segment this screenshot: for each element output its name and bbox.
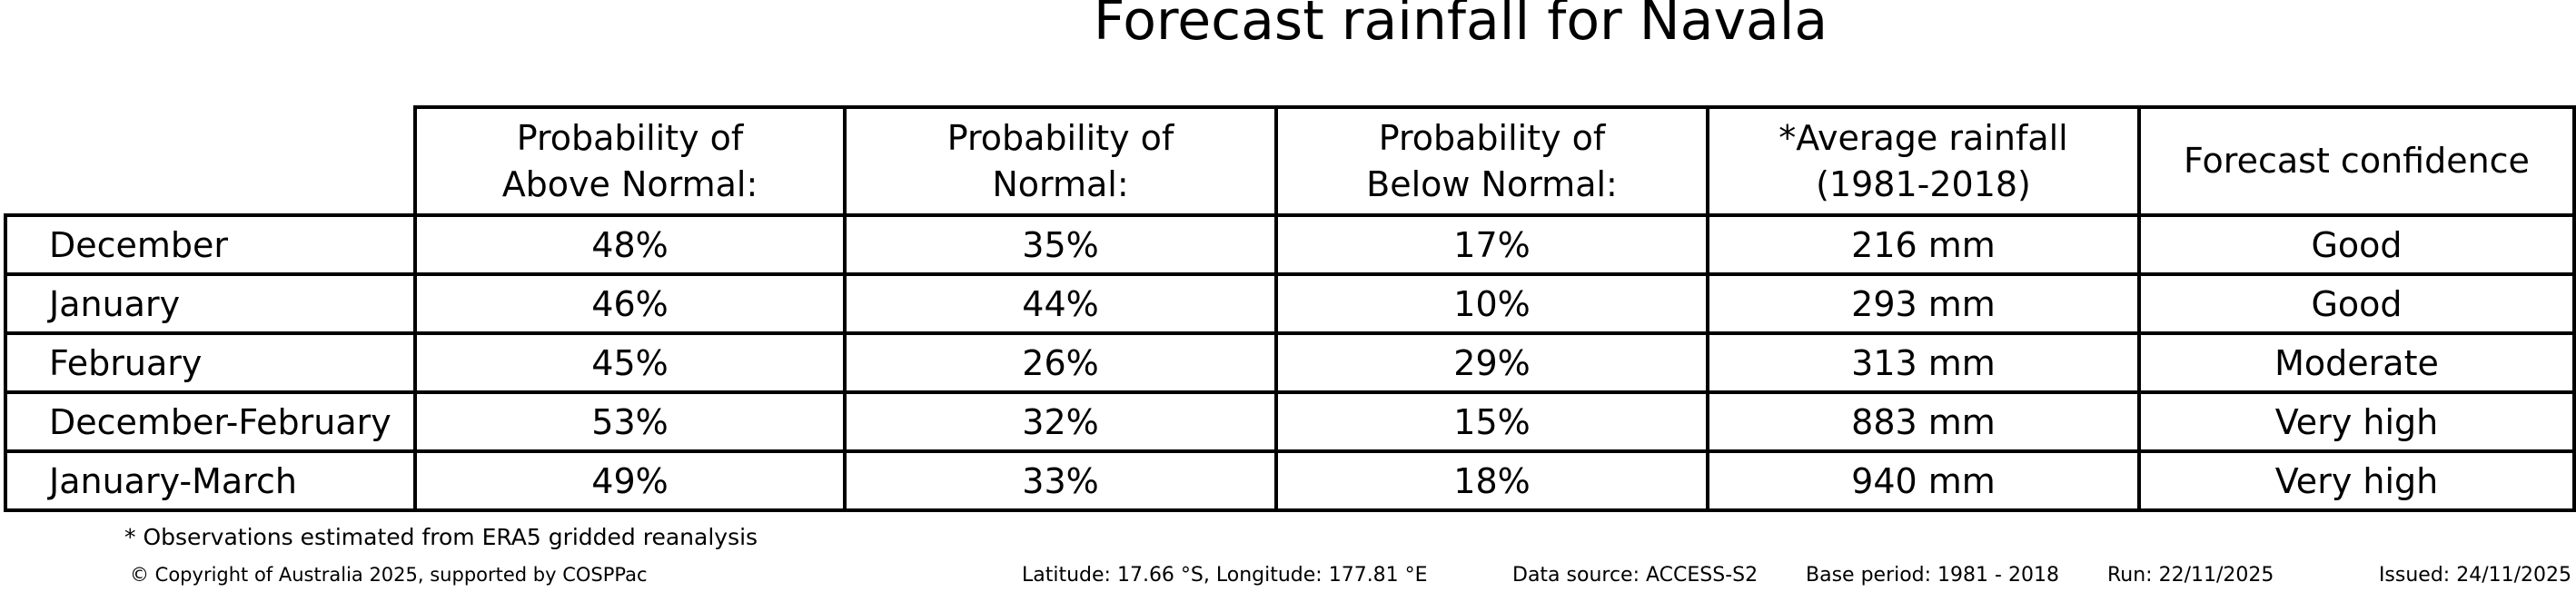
cell-above-normal: 53% bbox=[413, 390, 847, 453]
cell-average-rainfall: 883 mm bbox=[1706, 390, 2141, 453]
cell-normal: 35% bbox=[843, 213, 1278, 276]
cell-below-normal: 10% bbox=[1274, 272, 1709, 335]
cell-average-rainfall: 940 mm bbox=[1706, 449, 2141, 512]
cell-normal: 44% bbox=[843, 272, 1278, 335]
cell-below-normal: 15% bbox=[1274, 390, 1709, 453]
cell-normal: 26% bbox=[843, 331, 1278, 394]
issued-date-text: Issued: 24/11/2025 bbox=[2378, 564, 2571, 587]
cell-confidence: Moderate bbox=[2137, 331, 2576, 394]
cell-above-normal: 49% bbox=[413, 449, 847, 512]
col-header-average-rainfall: *Average rainfall (1981-2018) bbox=[1706, 105, 2141, 217]
table-row-december-february: December-February 53% 32% 15% 883 mm Ver… bbox=[4, 390, 2576, 453]
forecast-table: Probability of Above Normal: Probability… bbox=[4, 105, 2576, 512]
cell-average-rainfall: 293 mm bbox=[1706, 272, 2141, 335]
lat-lon-text: Latitude: 17.66 °S, Longitude: 177.81 °E bbox=[1022, 564, 1428, 587]
cell-confidence: Good bbox=[2137, 213, 2576, 276]
cell-below-normal: 17% bbox=[1274, 213, 1709, 276]
data-source-text: Data source: ACCESS-S2 bbox=[1512, 564, 1759, 587]
row-label: January bbox=[4, 272, 417, 335]
corner-cell bbox=[5, 107, 415, 215]
table-row-february: February 45% 26% 29% 313 mm Moderate bbox=[4, 331, 2576, 394]
cell-above-normal: 46% bbox=[413, 272, 847, 335]
cell-average-rainfall: 313 mm bbox=[1706, 331, 2141, 394]
cell-normal: 33% bbox=[843, 449, 1278, 512]
cell-below-normal: 29% bbox=[1274, 331, 1709, 394]
table-header-row: Probability of Above Normal: Probability… bbox=[5, 105, 2576, 217]
cell-below-normal: 18% bbox=[1274, 449, 1709, 512]
col-header-above-normal: Probability of Above Normal: bbox=[413, 105, 847, 217]
col-header-forecast-confidence: Forecast confidence bbox=[2137, 105, 2576, 217]
col-header-normal: Probability of Normal: bbox=[843, 105, 1278, 217]
row-label: January-March bbox=[4, 449, 417, 512]
figure-title: Forecast rainfall for Navala bbox=[1093, 0, 1828, 53]
copyright-text: © Copyright of Australia 2025, supported… bbox=[130, 564, 648, 586]
col-header-below-normal: Probability of Below Normal: bbox=[1274, 105, 1709, 217]
cell-confidence: Good bbox=[2137, 272, 2576, 335]
table-row-january-march: January-March 49% 33% 18% 940 mm Very hi… bbox=[4, 449, 2576, 512]
table-row-january: January 46% 44% 10% 293 mm Good bbox=[4, 272, 2576, 335]
row-label: December bbox=[4, 213, 417, 276]
base-period-text: Base period: 1981 - 2018 bbox=[1806, 564, 2059, 587]
era5-footnote: * Observations estimated from ERA5 gridd… bbox=[124, 524, 758, 550]
row-label: December-February bbox=[4, 390, 417, 453]
footer-metadata-row: © Copyright of Australia 2025, supported… bbox=[0, 564, 2576, 591]
run-date-text: Run: 22/11/2025 bbox=[2107, 564, 2274, 587]
cell-average-rainfall: 216 mm bbox=[1706, 213, 2141, 276]
cell-above-normal: 45% bbox=[413, 331, 847, 394]
cell-normal: 32% bbox=[843, 390, 1278, 453]
table-row-december: December 48% 35% 17% 216 mm Good bbox=[4, 213, 2576, 276]
cell-confidence: Very high bbox=[2137, 390, 2576, 453]
cell-confidence: Very high bbox=[2137, 449, 2576, 512]
cell-above-normal: 48% bbox=[413, 213, 847, 276]
row-label: February bbox=[4, 331, 417, 394]
